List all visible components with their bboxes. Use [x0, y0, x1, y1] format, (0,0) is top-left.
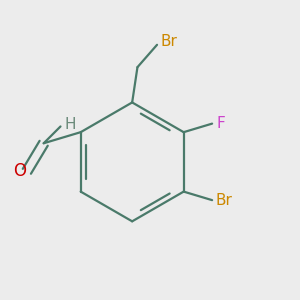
Text: O: O [13, 162, 26, 180]
Text: F: F [217, 116, 225, 131]
Text: H: H [65, 118, 76, 133]
Text: Br: Br [160, 34, 177, 49]
Text: Br: Br [215, 193, 232, 208]
